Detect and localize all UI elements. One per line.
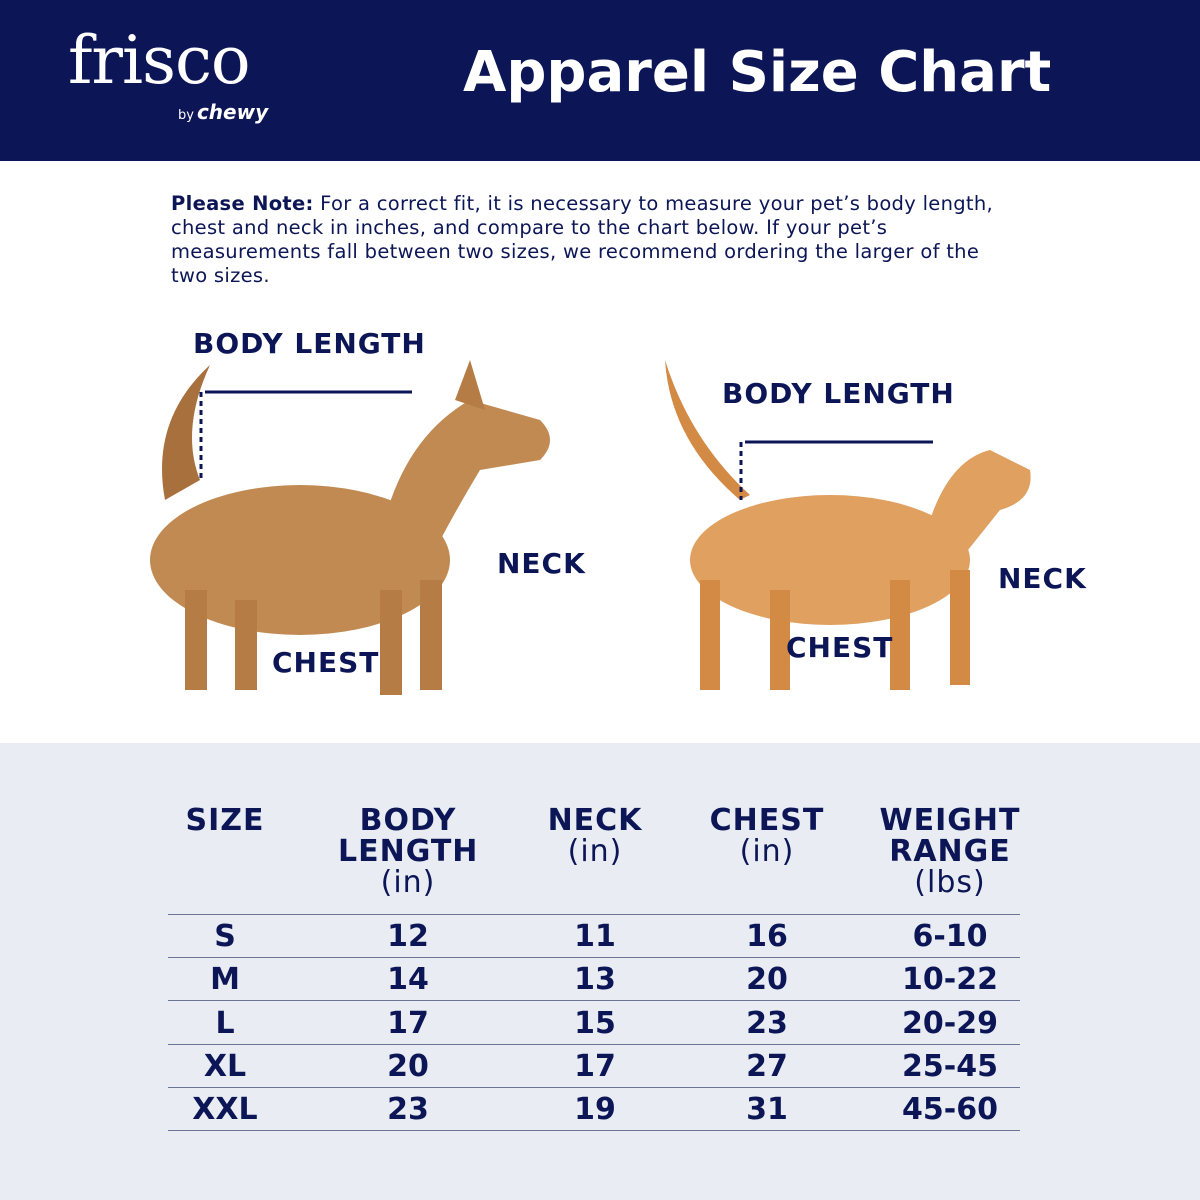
cell-neck: 15 — [574, 1005, 616, 1041]
fit-note: Please Note: For a correct fit, it is ne… — [171, 192, 994, 287]
table-row: XXL 23 19 31 45-60 — [168, 1088, 1020, 1132]
table-row: L 17 15 23 20-29 — [168, 1002, 1020, 1045]
cell-weight-range: 25-45 — [902, 1048, 998, 1084]
cell-weight-range: 6-10 — [912, 919, 988, 954]
cell-chest: 20 — [746, 962, 788, 998]
header-banner: frisco by chewy Apparel Size Chart — [0, 0, 1200, 161]
cell-neck: 11 — [574, 919, 616, 954]
cell-size: XL — [203, 1048, 247, 1084]
pet-photos — [150, 360, 1031, 695]
cell-body-length: 12 — [387, 919, 429, 954]
cell-body-length: 23 — [387, 1092, 429, 1128]
frisco-logo: frisco — [68, 22, 251, 99]
cell-weight-range: 10-22 — [902, 962, 998, 998]
cell-neck: 17 — [574, 1048, 616, 1084]
header-size: SIZE — [185, 803, 265, 838]
size-table-panel — [0, 743, 1200, 1200]
cell-weight-range: 20-29 — [902, 1005, 998, 1041]
table-row: XL 20 17 27 25-45 — [168, 1045, 1020, 1088]
cat-body-length-label: BODY LENGTH — [722, 377, 955, 410]
cell-size: XXL — [192, 1092, 258, 1128]
dog-body-length-label: BODY LENGTH — [193, 327, 426, 360]
chewy-logo: by chewy — [178, 100, 269, 124]
header-neck: NECK (in) — [547, 803, 643, 869]
cell-size: M — [210, 962, 240, 998]
cell-body-length: 14 — [387, 962, 429, 998]
header-weight-range: WEIGHT RANGE (lbs) — [879, 803, 1021, 900]
header-body-length: BODY LENGTH (in) — [338, 803, 479, 900]
cell-chest: 27 — [746, 1048, 788, 1084]
cell-body-length: 20 — [387, 1048, 429, 1084]
cat-image — [665, 360, 1031, 690]
header-chest: CHEST (in) — [709, 803, 825, 869]
cell-chest: 16 — [746, 919, 788, 954]
cat-neck-label: NECK — [998, 562, 1087, 595]
cell-chest: 23 — [746, 1005, 788, 1041]
table-divider — [168, 914, 1020, 915]
dog-image — [150, 360, 550, 695]
dog-chest-label: CHEST — [272, 646, 380, 679]
page-title: Apparel Size Chart — [463, 40, 1052, 105]
dog-neck-label: NECK — [497, 547, 586, 580]
cat-chest-label: CHEST — [786, 631, 894, 664]
table-row: S 12 11 16 6-10 — [168, 915, 1020, 958]
cell-neck: 13 — [574, 962, 616, 998]
cell-chest: 31 — [746, 1092, 788, 1128]
table-row: M 14 13 20 10-22 — [168, 958, 1020, 1002]
cell-size: L — [215, 1005, 235, 1041]
cell-size: S — [214, 919, 236, 954]
cell-body-length: 17 — [387, 1005, 429, 1041]
cell-weight-range: 45-60 — [902, 1092, 998, 1128]
cell-neck: 19 — [574, 1092, 616, 1128]
